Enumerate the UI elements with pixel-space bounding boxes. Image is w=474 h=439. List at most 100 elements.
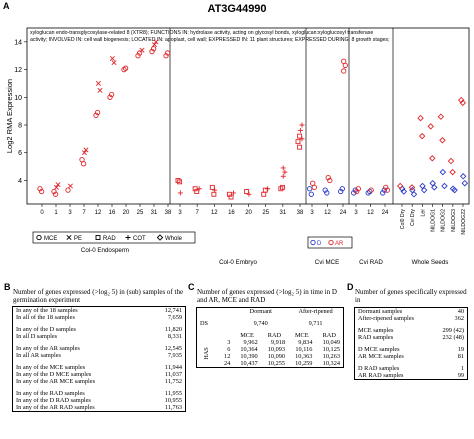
point-mark <box>461 179 469 187</box>
panel-b-row-label: In any of the RAD samples <box>16 390 85 397</box>
ds-dormant: 9,740 <box>253 320 268 327</box>
panel-b-row-value: 8,331 <box>167 333 182 340</box>
legend-label: RAD <box>103 236 116 242</box>
panel-d-row: After-ripened samples 362 <box>355 315 468 322</box>
point-mark <box>459 99 467 107</box>
point-mark <box>449 168 456 176</box>
data-point <box>212 187 218 193</box>
x-tick-label: 7 <box>195 210 199 216</box>
panel-d-row-value: 99 <box>457 372 464 379</box>
ds-afterripened: 9,711 <box>308 320 323 327</box>
panel-b-row-value: 11,955 <box>164 390 182 397</box>
point-mark <box>94 109 101 116</box>
data-point <box>311 184 317 191</box>
data-point <box>38 188 45 195</box>
data-point <box>367 188 373 195</box>
data-point <box>449 168 456 176</box>
point-mark <box>261 191 267 197</box>
point-mark <box>338 188 344 195</box>
x-tick-label: Col0 Dry <box>400 209 406 230</box>
point-mark <box>282 169 288 175</box>
data-point <box>410 191 418 198</box>
point-mark <box>381 187 387 193</box>
panel-c-cell: 10,263 <box>322 353 340 360</box>
data-point <box>384 187 390 193</box>
point-mark <box>299 136 305 142</box>
panel-c-cell: 10,090 <box>267 353 286 360</box>
panel-b-row: In any of the 18 samples 12,741 <box>13 307 186 315</box>
point-mark <box>36 234 42 241</box>
data-point <box>447 157 455 165</box>
panel-b-row-label: In any of the AR samples <box>16 345 80 352</box>
data-point <box>322 187 328 193</box>
data-point <box>135 53 141 59</box>
data-point <box>55 182 61 188</box>
data-point <box>400 188 408 195</box>
point-mark <box>431 184 438 191</box>
point-mark <box>295 139 301 145</box>
point-mark <box>196 186 202 192</box>
section-label: Cvi RAD <box>359 259 383 266</box>
data-point <box>441 182 448 190</box>
panel-b-row: In any of the MCE samples 11,944 <box>13 364 186 371</box>
point-mark <box>149 48 155 55</box>
x-tick-label: 38 <box>165 210 172 216</box>
section-label: Col-0 Embryo <box>219 259 257 266</box>
panel-d-title: Number of genes specifically expressed i… <box>355 288 467 304</box>
point-mark <box>212 187 218 193</box>
panel-b-row-value: 7,659 <box>167 314 182 321</box>
data-point <box>108 91 115 98</box>
point-mark <box>280 165 286 171</box>
point-mark <box>459 173 467 180</box>
panel-a-letter: A <box>3 1 10 11</box>
point-mark <box>380 190 386 196</box>
panel-b-row-label: In any of the MCE samples <box>16 364 86 371</box>
data-point <box>65 187 71 193</box>
point-mark <box>83 147 89 153</box>
panel-c-row: 24 10,437 10,255 10,259 10,324 <box>197 360 344 368</box>
data-point <box>83 147 89 153</box>
x-tick-label: 12 <box>211 210 218 216</box>
data-point <box>97 87 103 93</box>
panel-d-row-label: RAD samples <box>358 334 394 341</box>
point-mark <box>280 173 286 179</box>
panel-d-row-label: MCE samples <box>358 327 394 334</box>
x-tick-label: 0 <box>40 210 44 216</box>
panel-b-row: In any of the AR samples 12,545 <box>13 345 186 352</box>
data-point <box>383 184 389 191</box>
panel-b-row-label: In any of the AR RAD samples <box>16 404 95 411</box>
x-tick-label: 16 <box>109 210 116 216</box>
panel-c-title: Number of genes expressed (>log₂ 5) in t… <box>197 288 337 304</box>
x-tick-label: 20 <box>123 210 130 216</box>
data-point <box>149 48 155 55</box>
panel-d-row: AR MCE samples 81 <box>355 353 468 360</box>
point-mark <box>341 68 347 74</box>
panel-b-row-label: In any of the D RAD samples <box>16 397 91 404</box>
data-point <box>368 187 374 193</box>
point-mark <box>447 157 455 165</box>
point-mark <box>324 190 330 196</box>
y-tick-label: 12 <box>14 67 22 74</box>
x-tick-label: 1 <box>54 210 58 216</box>
panel-c-cell: 10,324 <box>322 360 340 367</box>
point-mark <box>327 177 333 184</box>
data-point <box>111 60 117 66</box>
point-mark <box>355 186 361 192</box>
point-mark <box>429 155 436 162</box>
data-point <box>420 186 428 194</box>
data-point <box>429 155 436 162</box>
data-point <box>79 157 85 163</box>
col-afterripened: After-ripened <box>298 308 333 315</box>
panel-c-cell: 10,116 <box>295 346 313 353</box>
panel-d-row-label: Dormant samples <box>358 308 403 315</box>
point-mark <box>67 183 73 189</box>
point-mark <box>299 122 305 128</box>
data-point <box>310 239 316 246</box>
panel-d-letter: D <box>347 282 354 292</box>
data-point <box>107 94 113 100</box>
point-mark <box>121 66 127 73</box>
panel-c-row: 6 10,364 10,093 10,116 10,125 <box>197 346 344 353</box>
panel-d-row-value: 299 (42) <box>442 327 464 334</box>
x-tick-label: Cvi Dry <box>410 209 416 226</box>
point-mark <box>125 235 131 240</box>
